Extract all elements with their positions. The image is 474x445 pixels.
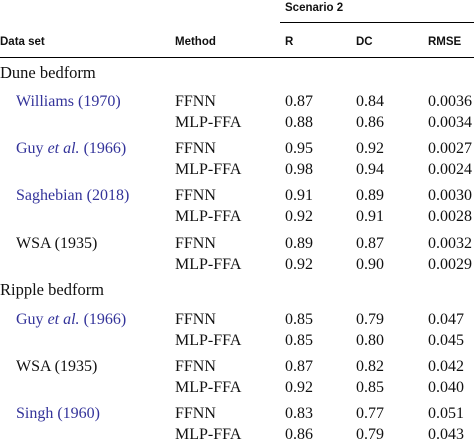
r-cell: 0.95 xyxy=(285,140,313,157)
dc-cell: 0.85 xyxy=(356,379,384,396)
r-cell: 0.87 xyxy=(285,358,313,375)
col-dataset: Data set xyxy=(0,36,45,48)
dc-cell: 0.77 xyxy=(356,405,384,422)
dc-cell: 0.91 xyxy=(356,208,384,225)
dc-cell: 0.87 xyxy=(356,235,384,252)
r-cell: 0.86 xyxy=(285,426,313,443)
dataset-name: WSA (1935) xyxy=(16,358,98,375)
col-rmse: RMSE xyxy=(428,36,462,48)
r-cell: 0.85 xyxy=(285,332,313,349)
section-title: Dune bedform xyxy=(0,63,96,82)
dc-cell: 0.79 xyxy=(356,311,384,328)
dataset-name: Guy et al. (1966) xyxy=(16,140,127,157)
r-cell: 0.88 xyxy=(285,114,313,131)
rmse-cell: 0.042 xyxy=(428,358,464,375)
dc-cell: 0.90 xyxy=(356,256,384,273)
method-cell: MLP-FFA xyxy=(175,256,242,273)
dc-cell: 0.86 xyxy=(356,114,384,131)
rmse-cell: 0.0028 xyxy=(428,208,472,225)
rmse-cell: 0.043 xyxy=(428,426,464,443)
rmse-cell: 0.0027 xyxy=(428,140,472,157)
method-cell: FFNN xyxy=(175,93,216,110)
dc-cell: 0.80 xyxy=(356,332,384,349)
dataset-name: WSA (1935) xyxy=(16,235,98,252)
dataset-name: Saghebian (2018) xyxy=(16,187,130,204)
method-cell: FFNN xyxy=(175,140,216,157)
dc-cell: 0.92 xyxy=(356,140,384,157)
rmse-cell: 0.0032 xyxy=(428,235,472,252)
rmse-cell: 0.0030 xyxy=(428,187,472,204)
method-cell: FFNN xyxy=(175,405,216,422)
dc-cell: 0.84 xyxy=(356,93,384,110)
scenario-header: Scenario 2 xyxy=(285,2,344,14)
dataset-name: Guy et al. (1966) xyxy=(16,311,127,328)
r-cell: 0.98 xyxy=(285,161,313,178)
method-cell: FFNN xyxy=(175,311,216,328)
col-r: R xyxy=(285,36,294,48)
rmse-cell: 0.040 xyxy=(428,379,464,396)
r-cell: 0.92 xyxy=(285,256,313,273)
method-cell: MLP-FFA xyxy=(175,332,242,349)
method-cell: MLP-FFA xyxy=(175,379,242,396)
method-cell: MLP-FFA xyxy=(175,426,242,443)
method-cell: MLP-FFA xyxy=(175,114,242,131)
method-cell: FFNN xyxy=(175,358,216,375)
dataset-name: Williams (1970) xyxy=(16,93,121,110)
dc-cell: 0.82 xyxy=(356,358,384,375)
dc-cell: 0.89 xyxy=(356,187,384,204)
r-cell: 0.83 xyxy=(285,405,313,422)
method-cell: MLP-FFA xyxy=(175,208,242,225)
method-cell: FFNN xyxy=(175,235,216,252)
dataset-name: Singh (1960) xyxy=(16,405,100,422)
section-title: Ripple bedform xyxy=(0,280,105,299)
rmse-cell: 0.045 xyxy=(428,332,464,349)
r-cell: 0.92 xyxy=(285,208,313,225)
r-cell: 0.89 xyxy=(285,235,313,252)
rmse-cell: 0.0024 xyxy=(428,161,472,178)
header-rule xyxy=(0,57,474,58)
rmse-cell: 0.0029 xyxy=(428,256,472,273)
scenario-rule xyxy=(280,22,474,23)
r-cell: 0.85 xyxy=(285,311,313,328)
dc-cell: 0.94 xyxy=(356,161,384,178)
rmse-cell: 0.051 xyxy=(428,405,464,422)
r-cell: 0.87 xyxy=(285,93,313,110)
method-cell: MLP-FFA xyxy=(175,161,242,178)
col-dc: DC xyxy=(356,36,373,48)
r-cell: 0.92 xyxy=(285,379,313,396)
col-method: Method xyxy=(175,36,216,48)
rmse-cell: 0.047 xyxy=(428,311,464,328)
dc-cell: 0.79 xyxy=(356,426,384,443)
method-cell: FFNN xyxy=(175,187,216,204)
rmse-cell: 0.0034 xyxy=(428,114,472,131)
rmse-cell: 0.0036 xyxy=(428,93,472,110)
r-cell: 0.91 xyxy=(285,187,313,204)
